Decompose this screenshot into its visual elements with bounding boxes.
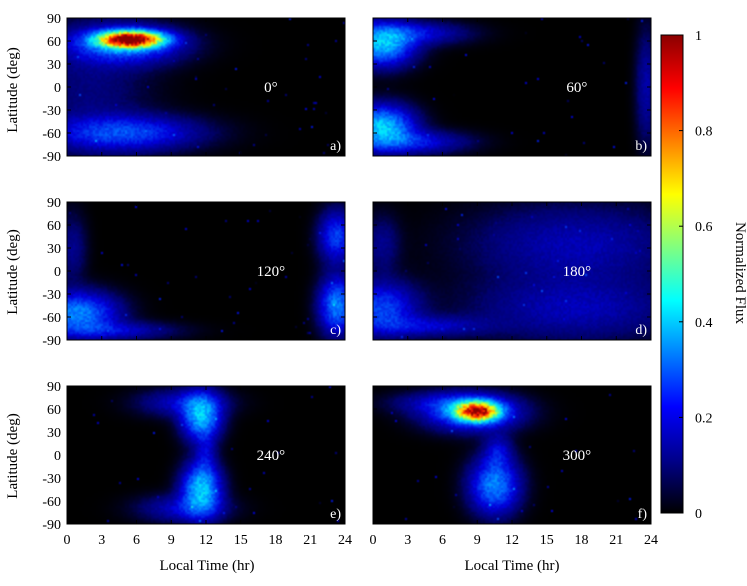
y-tick-label: 30: [47, 58, 61, 73]
heatmap-panel-e: [67, 386, 345, 524]
panel-angle-label: 300°: [563, 448, 592, 464]
y-tick-label: -60: [42, 311, 61, 326]
y-tick-label: -90: [42, 334, 61, 349]
y-tick-label: -30: [42, 288, 61, 303]
panel-angle-label: 180°: [563, 264, 592, 280]
panel-angle-label: 240°: [257, 448, 286, 464]
colorbar-tick-label: 0.2: [695, 411, 713, 426]
y-tick-label: 60: [47, 219, 61, 234]
x-tick-label: 0: [64, 533, 71, 548]
x-tick-label: 15: [234, 533, 248, 548]
y-tick-label: 0: [54, 265, 61, 280]
y-tick-label: -30: [42, 472, 61, 487]
panel-angle-label: 120°: [257, 264, 286, 280]
y-tick-label: 60: [47, 403, 61, 418]
x-tick-label: 24: [644, 533, 658, 548]
panel-id-label: a): [330, 139, 341, 154]
y-tick-label: 90: [47, 380, 61, 395]
panel-id-label: b): [635, 139, 647, 154]
y-tick-label: 0: [54, 449, 61, 464]
heatmap-panel-b: [373, 18, 651, 156]
x-tick-label: 18: [269, 533, 283, 548]
colorbar: [660, 34, 684, 514]
y-axis-label-row2: Latitude (deg): [5, 229, 21, 314]
x-tick-label: 6: [439, 533, 446, 548]
y-tick-label: -30: [42, 104, 61, 119]
colorbar-label: Normalized Flux: [732, 222, 747, 325]
y-tick-label: 90: [47, 12, 61, 27]
x-tick-label: 3: [98, 533, 105, 548]
x-tick-label: 18: [575, 533, 589, 548]
colorbar-tick-label: 0.4: [695, 316, 713, 331]
heatmap-panel-f: [373, 386, 651, 524]
panel-id-label: c): [330, 323, 341, 338]
panel-id-label: f): [638, 507, 648, 522]
x-tick-label: 0: [370, 533, 377, 548]
y-tick-label: 30: [47, 242, 61, 257]
x-tick-label: 24: [338, 533, 352, 548]
y-tick-label: -60: [42, 495, 61, 510]
y-tick-label: -90: [42, 518, 61, 533]
heatmap-panel-d: [373, 202, 651, 340]
colorbar-tick-label: 0.8: [695, 125, 713, 140]
heatmap-panel-c: [67, 202, 345, 340]
x-tick-label: 9: [474, 533, 481, 548]
x-axis-label-left: Local Time (hr): [160, 558, 255, 574]
panel-angle-label: 0°: [264, 80, 278, 96]
y-tick-label: 30: [47, 426, 61, 441]
y-axis-label-row1: Latitude (deg): [5, 47, 21, 132]
x-tick-label: 21: [609, 533, 623, 548]
x-tick-label: 6: [133, 533, 140, 548]
y-tick-label: 90: [47, 196, 61, 211]
colorbar-tick-label: 1: [695, 29, 702, 44]
y-axis-label-row3: Latitude (deg): [5, 413, 21, 498]
colorbar-gradient: [660, 34, 684, 514]
panels-layer: 9060300-30-60-900°a)60°b)9060300-30-60-9…: [42, 12, 658, 548]
colorbar-tick-label: 0.6: [695, 220, 713, 235]
heatmap-panel-a: [67, 18, 345, 156]
x-tick-label: 3: [404, 533, 411, 548]
y-tick-label: 60: [47, 35, 61, 50]
x-tick-label: 12: [199, 533, 213, 548]
x-axis-label-right: Local Time (hr): [465, 558, 560, 574]
colorbar-tick-label: 0: [695, 507, 702, 522]
panel-id-label: d): [635, 323, 647, 338]
x-tick-label: 21: [303, 533, 317, 548]
x-tick-label: 15: [540, 533, 554, 548]
y-tick-label: -60: [42, 127, 61, 142]
x-tick-label: 12: [505, 533, 519, 548]
x-tick-label: 9: [168, 533, 175, 548]
y-tick-label: -90: [42, 150, 61, 165]
panel-angle-label: 60°: [566, 80, 587, 96]
panel-id-label: e): [330, 507, 341, 522]
y-tick-label: 0: [54, 81, 61, 96]
